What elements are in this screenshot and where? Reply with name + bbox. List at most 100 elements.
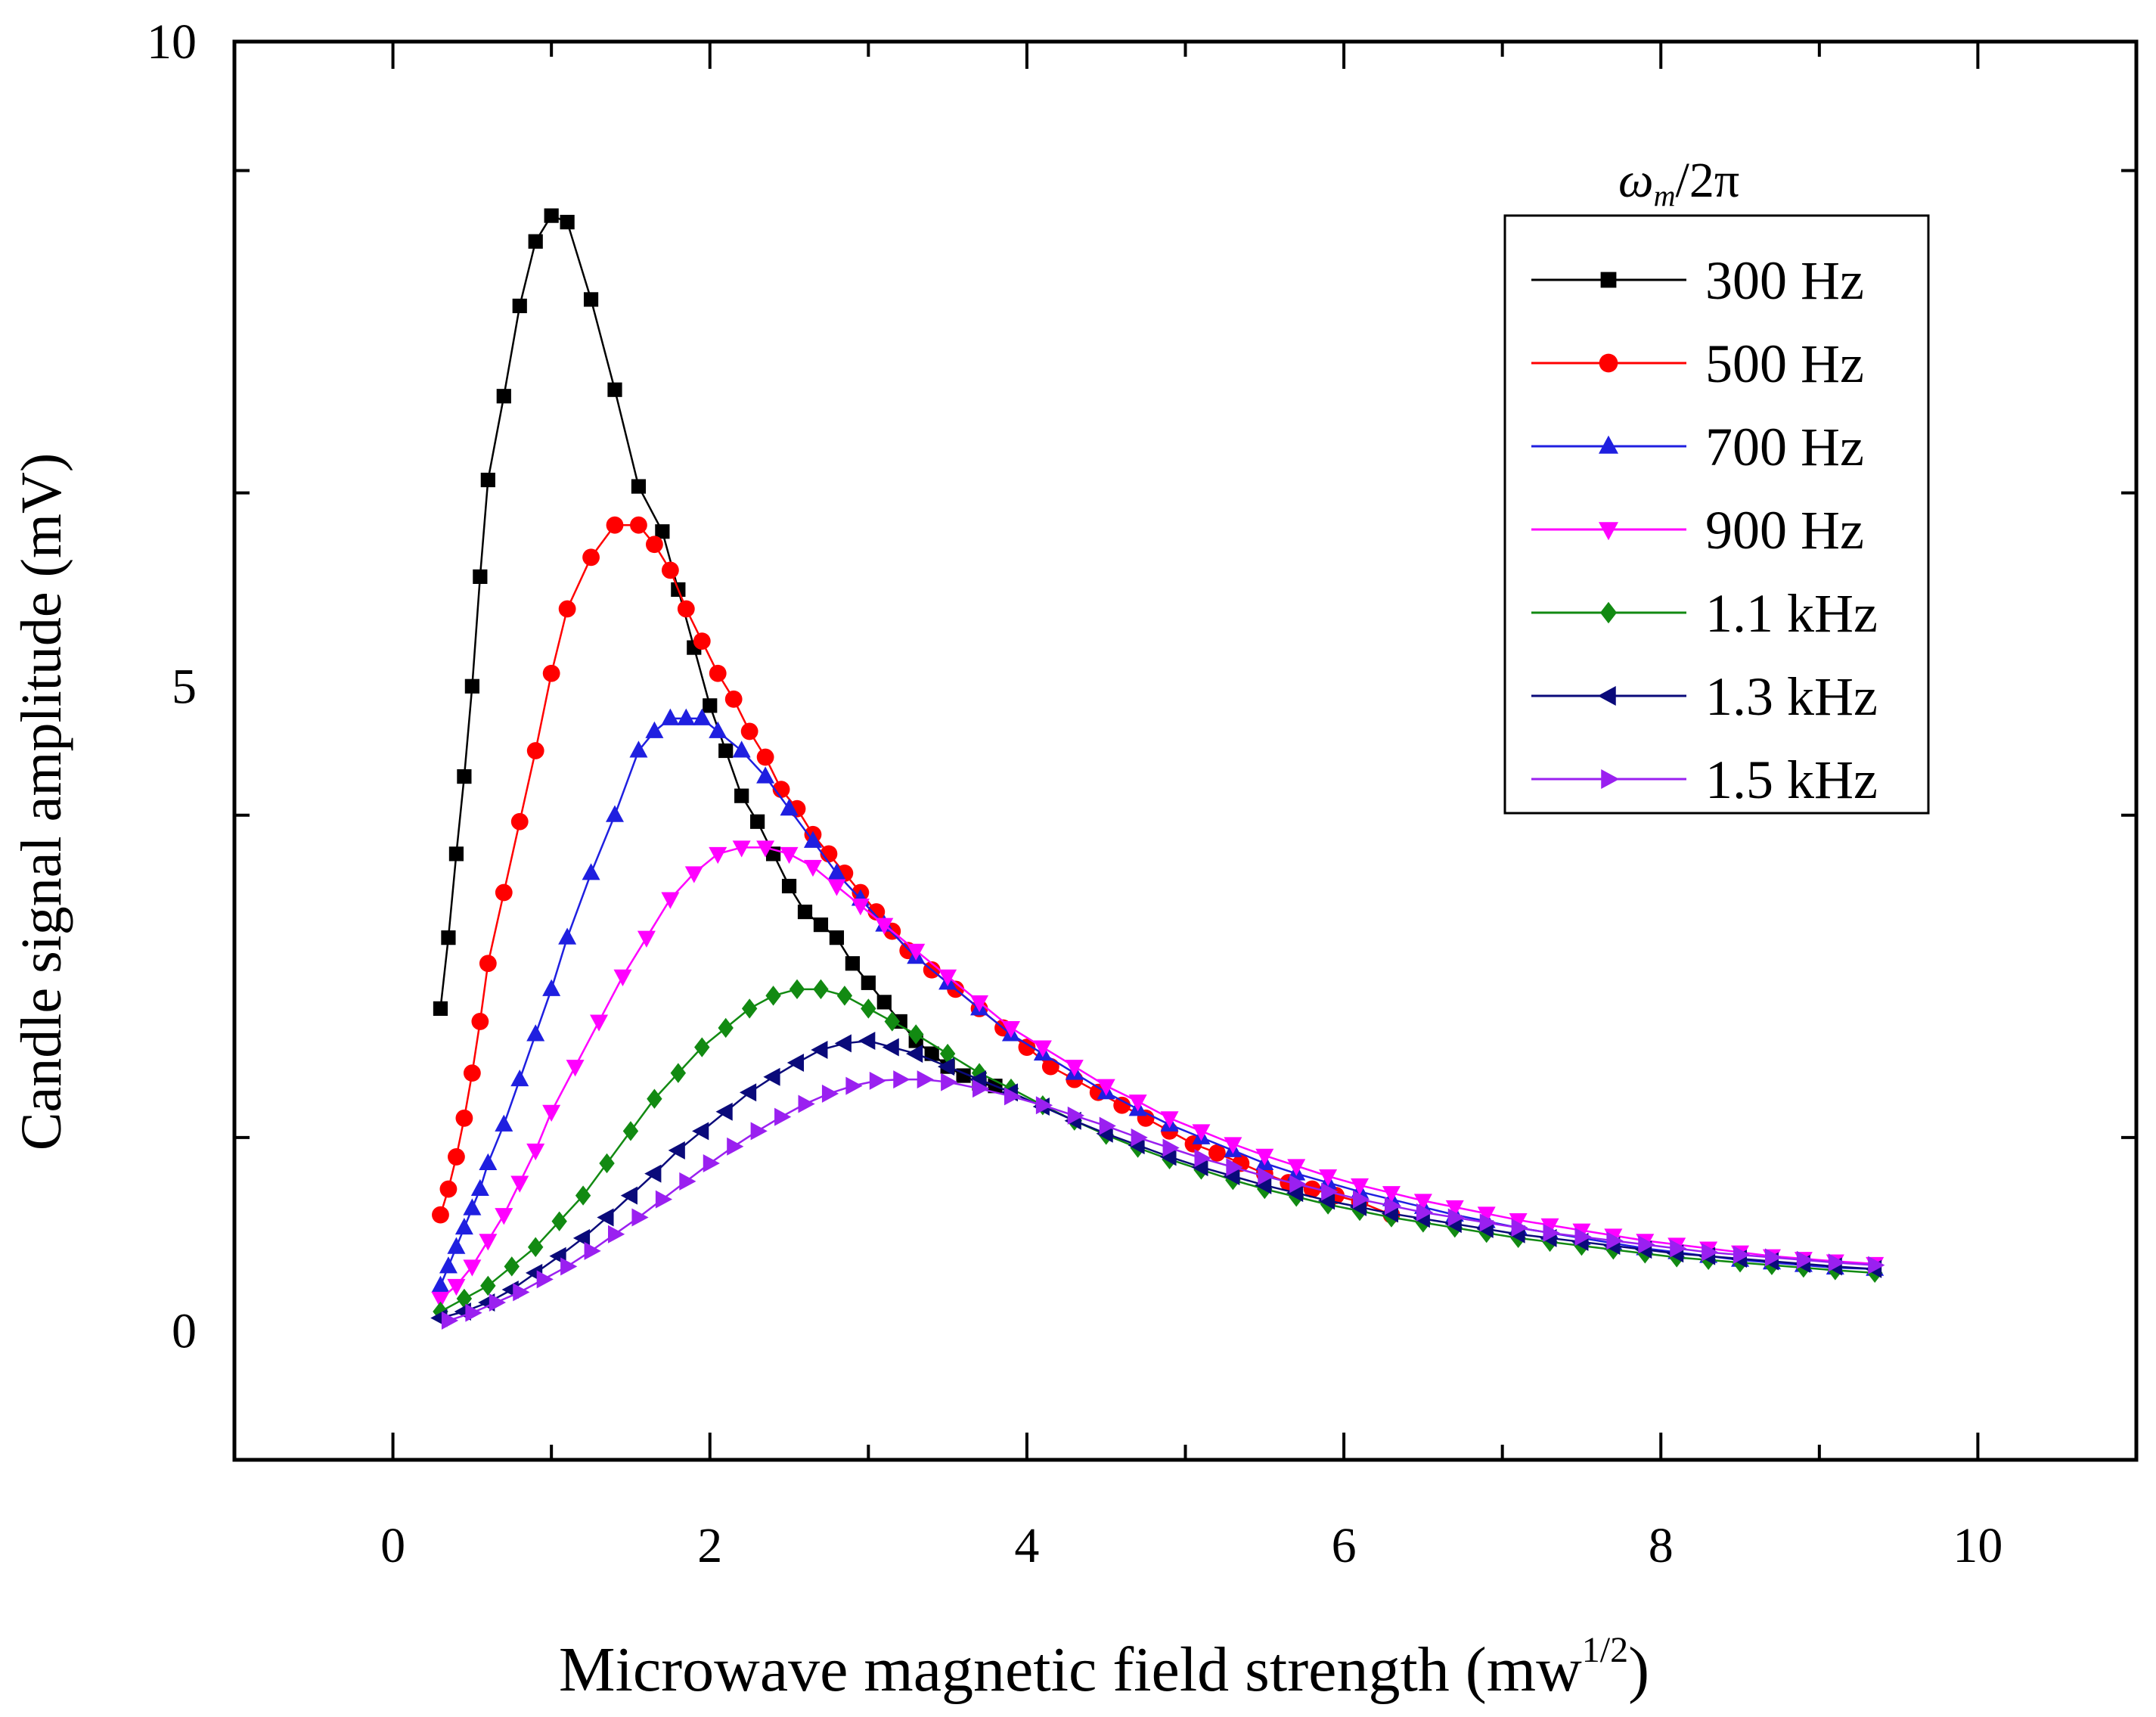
data-point: [1479, 1213, 1497, 1232]
legend-label: 1.1 kHz: [1705, 583, 1878, 644]
data-point: [583, 292, 599, 307]
data-point: [834, 1034, 852, 1053]
data-point: [489, 1293, 507, 1312]
data-point: [780, 799, 799, 816]
data-point: [1638, 1235, 1655, 1254]
data-point: [1702, 1243, 1719, 1262]
data-point: [1540, 1218, 1559, 1235]
data-point: [637, 930, 656, 948]
data-point: [684, 866, 703, 883]
data-point: [1097, 1079, 1115, 1096]
series-line: [439, 523, 1392, 1216]
data-point: [781, 878, 797, 894]
data-point: [798, 1094, 815, 1113]
data-point: [741, 998, 758, 1019]
y-tick-label: 5: [172, 659, 197, 714]
legend-label: 1.3 kHz: [1705, 666, 1878, 727]
data-point: [455, 1109, 473, 1127]
axis-ticks: 0 2 4 6 8 10 0 5 10: [147, 14, 2138, 1573]
legend-item: 900 Hz: [1531, 500, 1864, 560]
data-point: [504, 1256, 520, 1277]
data-point: [1317, 1191, 1335, 1210]
data-point: [473, 569, 488, 584]
data-point: [1447, 1208, 1465, 1227]
data-point: [693, 708, 712, 725]
data-point: [447, 1237, 466, 1254]
data-point: [756, 766, 775, 784]
data-point: [970, 995, 989, 1013]
data-point: [631, 479, 647, 494]
data-point: [1287, 1159, 1306, 1176]
data-point: [512, 298, 527, 314]
data-point: [732, 840, 751, 858]
data-point: [432, 1206, 449, 1224]
data-point: [1041, 1057, 1059, 1076]
data-point: [1226, 1158, 1243, 1177]
data-point: [448, 1148, 465, 1166]
data-point: [496, 389, 511, 404]
data-point: [582, 548, 600, 567]
data-point: [703, 1153, 720, 1172]
data-point: [924, 1046, 939, 1061]
data-point: [1796, 1250, 1814, 1269]
data-point: [526, 742, 544, 759]
x-axis-label: Microwave magnetic field strength (mw1/2…: [559, 1630, 1649, 1705]
legend-item: 700 Hz: [1531, 417, 1864, 477]
data-point: [655, 524, 670, 539]
data-point: [829, 930, 845, 945]
data-point: [471, 1013, 489, 1030]
data-point: [510, 1175, 529, 1193]
legend-label: 500 Hz: [1705, 334, 1864, 394]
data-point: [861, 975, 876, 990]
data-point: [479, 1234, 498, 1251]
data-point: [566, 1060, 585, 1077]
data-point: [495, 1208, 513, 1225]
data-point: [858, 1032, 876, 1051]
data-point: [526, 1024, 545, 1042]
data-point: [1099, 1116, 1116, 1135]
data-point: [441, 930, 456, 945]
data-point: [876, 995, 892, 1010]
data-point: [1511, 1219, 1528, 1237]
data-point: [464, 678, 479, 694]
data-point: [969, 1070, 987, 1089]
data-point: [644, 1164, 662, 1183]
data-point: [480, 1275, 496, 1296]
data-point: [1113, 1096, 1131, 1114]
data-point: [584, 1241, 601, 1260]
legend-label: 300 Hz: [1705, 250, 1864, 311]
legend-item: 500 Hz: [1531, 334, 1864, 394]
data-point: [608, 1225, 625, 1244]
data-point: [1001, 1020, 1020, 1039]
data-point: [1351, 1178, 1370, 1196]
legend-title: ωm/2π: [1618, 153, 1739, 213]
data-point: [1035, 1096, 1053, 1115]
data-point: [1384, 1197, 1402, 1216]
data-point: [631, 1208, 649, 1227]
data-point: [789, 979, 805, 1000]
legend-marker: [1599, 353, 1618, 373]
series-layer: [430, 208, 1885, 1330]
data-point: [1733, 1245, 1751, 1264]
data-point: [1192, 1124, 1211, 1141]
data-point: [1319, 1169, 1338, 1187]
data-point: [606, 805, 624, 822]
data-point: [867, 903, 886, 921]
y-tick-label: 10: [147, 14, 197, 70]
data-point: [1289, 1175, 1307, 1194]
data-point: [939, 1043, 956, 1064]
data-point: [590, 1014, 609, 1032]
legend-marker: [1601, 769, 1620, 789]
data-point: [441, 1311, 459, 1330]
data-point: [551, 1211, 567, 1231]
data-point: [718, 1017, 734, 1039]
data-point: [661, 892, 680, 909]
data-point: [907, 943, 926, 961]
data-point: [821, 1084, 839, 1103]
data-point: [1606, 1231, 1624, 1250]
series-6: [430, 1032, 1882, 1327]
data-point: [572, 1228, 591, 1247]
data-point: [629, 741, 648, 758]
series-4: [431, 840, 1885, 1309]
